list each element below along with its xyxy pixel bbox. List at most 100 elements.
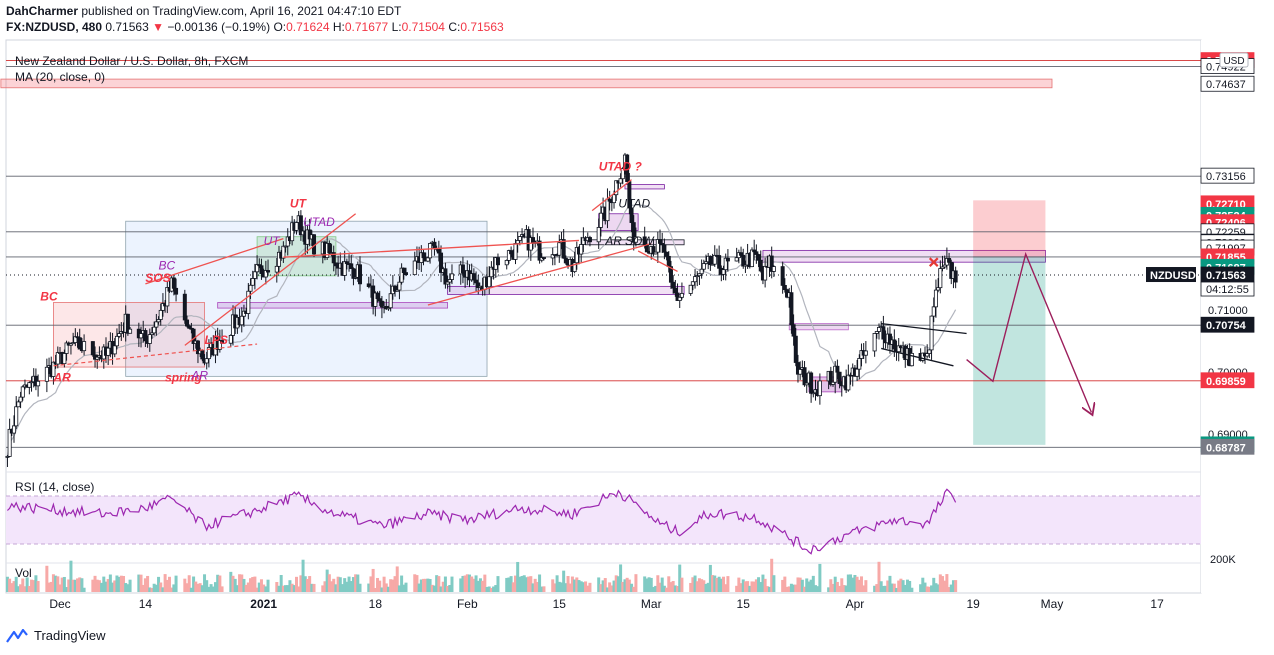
volume-bar <box>16 586 20 592</box>
volume-bar <box>862 585 866 592</box>
volume-bar <box>67 579 71 592</box>
candle-body <box>795 362 800 375</box>
volume-bar <box>667 576 671 592</box>
volume-bar <box>443 576 447 592</box>
volume-bar <box>658 582 662 592</box>
volume-bar <box>21 578 25 592</box>
candle-body <box>160 303 165 311</box>
volume-bar <box>886 580 890 592</box>
footer: TradingView <box>6 628 106 643</box>
volume-bar <box>518 576 522 592</box>
candle-body <box>929 315 934 351</box>
volume-bar <box>279 575 283 592</box>
candle-body <box>741 254 746 267</box>
volume-bar <box>492 586 496 592</box>
candle-body <box>531 237 536 244</box>
candle-body <box>631 222 636 243</box>
candle-body <box>128 328 133 334</box>
candle-body <box>298 215 303 236</box>
candle-body <box>471 273 476 281</box>
volume-bar <box>787 586 791 592</box>
volume-bar <box>119 575 123 592</box>
candle-body <box>802 367 807 386</box>
candle-body <box>239 315 244 326</box>
currency-label: USD <box>1223 56 1244 67</box>
volume-bar <box>612 580 616 592</box>
trend-line <box>427 242 652 306</box>
candle-body <box>290 222 295 242</box>
volume-bar <box>159 582 163 592</box>
candle-body <box>938 268 943 289</box>
rsi-pane: 75.0050.00 <box>6 471 1274 564</box>
time-axis[interactable]: Dec 14 2021 18 Feb 15 Mar 15 Apr 19 May 17 <box>6 592 1201 611</box>
candle-body <box>14 406 19 427</box>
volume-bar <box>739 583 743 592</box>
candle-body <box>942 264 947 268</box>
volume-bar <box>78 577 82 592</box>
volume-bar <box>566 576 570 592</box>
price-axis[interactable]: 0.700000.710000.690000.750180.749220.746… <box>1146 40 1274 593</box>
candle-body <box>872 333 877 352</box>
wyckoff-label: UTAD <box>303 215 335 229</box>
author-name[interactable]: DahCharmer <box>6 4 79 18</box>
candle-body <box>660 243 665 246</box>
cross-marker <box>928 257 939 267</box>
volume-bar <box>347 576 351 592</box>
candle-body <box>561 239 566 259</box>
volume-bar <box>295 576 299 592</box>
candle-body <box>668 266 673 283</box>
volume-bar <box>903 584 907 592</box>
volume-bar <box>927 586 931 592</box>
candle-body <box>139 333 144 339</box>
volume-bar <box>489 587 493 592</box>
candle-body <box>769 255 774 272</box>
moving-average <box>6 204 957 457</box>
candle-body <box>877 326 882 332</box>
volume-bar <box>422 578 426 592</box>
volume-bar <box>380 587 384 592</box>
volume-bar <box>301 559 305 592</box>
volume-bar <box>700 579 704 592</box>
candle-body <box>693 276 698 283</box>
volume-bar <box>951 580 955 592</box>
volume-bar <box>954 580 958 592</box>
volume-bar <box>459 578 463 592</box>
candle-body <box>73 336 78 343</box>
candle-body <box>20 386 25 398</box>
volume-bar <box>892 583 896 592</box>
volume-bar <box>56 576 60 592</box>
candle-body <box>936 287 941 291</box>
price-label-tag <box>1200 167 1255 184</box>
candle-body <box>447 279 452 283</box>
candle-body <box>220 340 225 344</box>
close-value: 0.71563 <box>460 20 504 34</box>
volume-bar <box>80 578 84 592</box>
volume-bar <box>139 574 143 592</box>
volume-bar <box>754 579 758 592</box>
volume-bar <box>428 579 432 592</box>
support-zone-2 <box>447 285 685 295</box>
candle-body <box>228 335 233 344</box>
volume-bar <box>426 578 430 592</box>
volume-bar <box>441 581 445 592</box>
candle-body <box>206 347 211 360</box>
volume-bar <box>205 580 209 592</box>
candle-body <box>397 281 402 291</box>
volume-bar <box>785 586 789 592</box>
volume-bar <box>397 585 401 592</box>
volume-bar <box>5 576 9 592</box>
volume-bar <box>588 582 592 592</box>
volume-bar <box>174 575 178 592</box>
volume-bar <box>378 580 382 592</box>
currency-badge[interactable] <box>1219 52 1249 68</box>
candle-body <box>633 236 638 243</box>
volume-bar <box>568 583 572 592</box>
brand-name[interactable]: TradingView <box>34 628 106 643</box>
volume-bar <box>323 581 327 592</box>
volume-bar <box>689 582 693 592</box>
price-label-tag <box>1200 372 1255 389</box>
volume-bar <box>711 575 715 592</box>
candle-body <box>246 290 251 314</box>
